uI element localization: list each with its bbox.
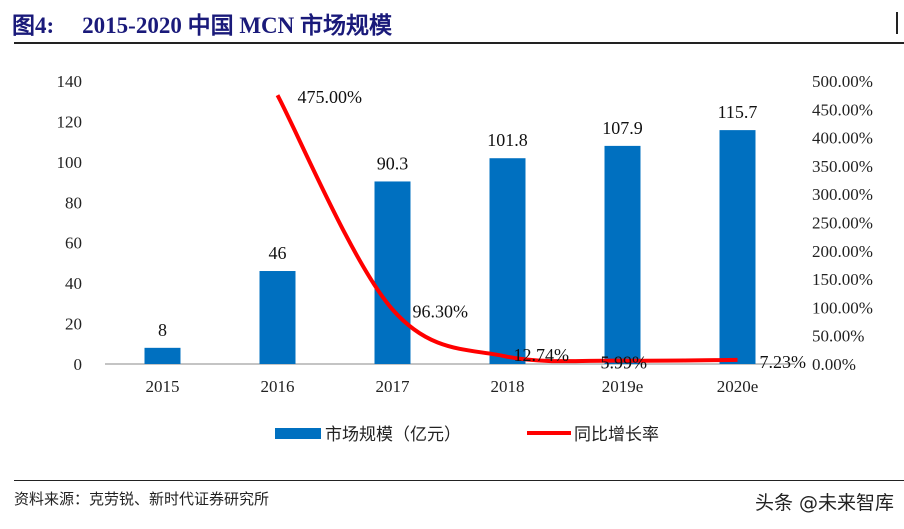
right-axis-tick: 250.00% <box>812 214 873 233</box>
top-rule <box>14 42 904 44</box>
line-data-label: 475.00% <box>298 87 363 107</box>
x-axis-tick: 2015 <box>146 377 180 396</box>
right-axis-tick: 350.00% <box>812 157 873 176</box>
line-data-label: 96.30% <box>413 301 469 321</box>
bar-data-label: 8 <box>158 320 167 340</box>
bar-data-label: 46 <box>269 243 287 263</box>
left-axis-tick: 60 <box>65 234 82 253</box>
left-axis-tick: 0 <box>74 355 83 374</box>
right-axis-tick: 400.00% <box>812 129 873 148</box>
chart: 0 20 40 60 80 100 120 140 0.00% 50.00% 100.00% 150.… <box>57 72 873 444</box>
line-data-label: 5.99% <box>601 353 648 373</box>
left-axis-tick: 100 <box>57 153 83 172</box>
bar <box>259 271 296 364</box>
bar-data-label: 101.8 <box>487 130 528 150</box>
left-axis-tick: 120 <box>57 112 83 131</box>
right-axis-tick: 0.00% <box>812 355 856 374</box>
left-axis-tick: 20 <box>65 315 82 334</box>
right-axis-tick: 300.00% <box>812 185 873 204</box>
bar <box>144 347 181 364</box>
source-note: 资料来源：克劳锐、新时代证券研究所 <box>14 490 270 508</box>
right-axis-tick: 450.00% <box>812 100 873 119</box>
bar-data-label: 90.3 <box>377 153 409 173</box>
bar <box>489 158 526 364</box>
legend-bar-label: 市场规模（亿元） <box>325 425 461 444</box>
growth-line <box>275 94 738 364</box>
legend-bar-swatch <box>275 428 321 439</box>
x-axis-tick: 2016 <box>261 377 295 396</box>
right-axis-tick: 200.00% <box>812 242 873 261</box>
bar-data-label: 115.7 <box>718 102 758 122</box>
bar <box>374 181 411 364</box>
line-data-label: 12.74% <box>514 345 570 365</box>
bar <box>719 130 756 364</box>
bar-data-label: 107.9 <box>602 118 643 138</box>
bottom-rule <box>14 480 904 481</box>
left-axis-tick: 40 <box>65 274 82 293</box>
x-axis-tick: 2017 <box>376 377 411 396</box>
right-axis-tick: 500.00% <box>812 72 873 91</box>
x-axis-tick: 2019e <box>602 377 644 396</box>
figure-title-text: 2015-2020 中国 MCN 市场规模 <box>82 13 393 38</box>
right-axis-tick: 150.00% <box>812 270 873 289</box>
right-axis-tick: 100.00% <box>812 298 873 317</box>
line-data-label: 7.23% <box>760 352 807 372</box>
left-axis-tick: 140 <box>57 72 83 91</box>
bar <box>604 145 641 364</box>
watermark: 头条 @未来智库 <box>754 492 894 514</box>
legend-line-label: 同比增长率 <box>574 425 659 444</box>
x-axis-tick: 2018 <box>491 377 525 396</box>
figure-number: 图4: <box>12 13 55 38</box>
left-axis-tick: 80 <box>65 193 82 212</box>
figure-title: 图4: 2015-2020 中国 MCN 市场规模 <box>12 6 392 40</box>
divider <box>896 12 898 34</box>
right-axis-tick: 50.00% <box>812 327 864 346</box>
x-axis-tick: 2020e <box>717 377 759 396</box>
